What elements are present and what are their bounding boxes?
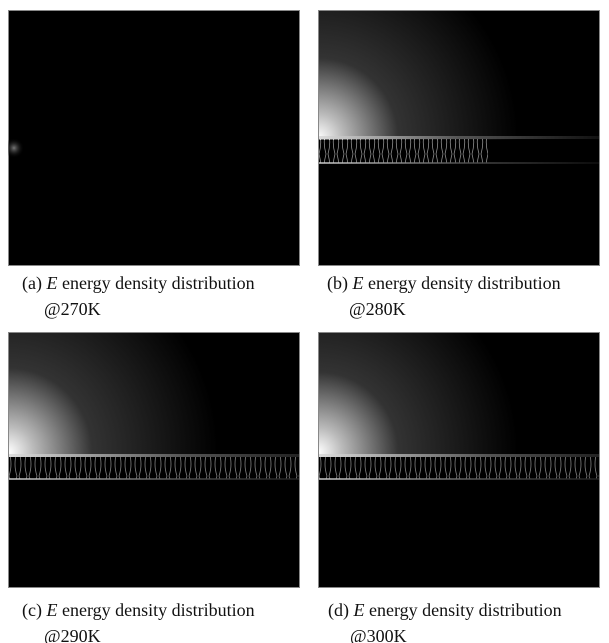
caption-condition: @270K [44,299,101,319]
caption-condition: @300K [350,626,407,643]
caption-condition: @280K [349,299,406,319]
energy-map [318,332,600,588]
caption: (a) E energy density distribution @270K [22,270,255,322]
panel-image [8,332,300,588]
caption-symbol: E [353,600,365,620]
caption-symbol: E [46,600,58,620]
caption: (d) E energy density distribution @300K [328,597,562,643]
caption: (b) E energy density distribution @280K [327,270,561,322]
caption-symbol: E [352,273,364,293]
caption-text: energy density distribution [61,600,255,620]
caption-label: (d) [328,600,349,620]
caption-symbol: E [46,273,58,293]
panel-image [318,10,600,266]
energy-map [8,10,300,266]
caption-text: energy density distribution [368,273,561,293]
panel-image [8,10,300,266]
caption-condition: @290K [44,626,101,643]
energy-map [8,332,300,588]
caption-label: (b) [327,273,348,293]
caption-text: energy density distribution [369,600,562,620]
panel-image [318,332,600,588]
caption-label: (c) [22,600,42,620]
caption-text: energy density distribution [61,273,255,293]
caption-label: (a) [22,273,42,293]
caption: (c) E energy density distribution @290K [22,597,255,643]
energy-map [318,10,600,266]
